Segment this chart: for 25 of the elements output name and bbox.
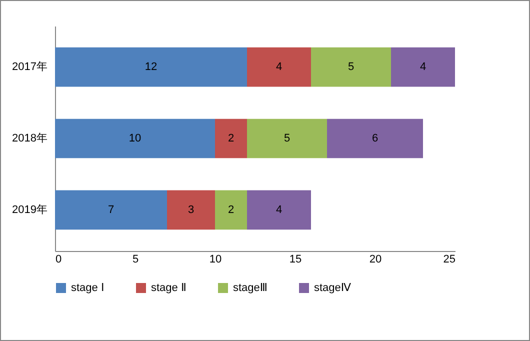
legend-label: stage Ⅱ (151, 282, 186, 294)
y-tick-label: 2018年 (12, 132, 48, 144)
data-label: 10 (128, 132, 142, 144)
data-label: 5 (284, 132, 290, 144)
legend-label: stage Ⅰ (71, 282, 104, 294)
data-label: 7 (108, 204, 114, 216)
data-label: 2 (228, 132, 234, 144)
x-tick-label: 25 (443, 254, 456, 266)
data-label: 2 (228, 204, 234, 216)
data-label: 4 (276, 61, 282, 74)
data-label: 4 (276, 204, 282, 216)
x-tick-label: 15 (289, 254, 302, 266)
legend-label: stageⅢ (233, 282, 268, 294)
x-tick-label: 10 (209, 254, 222, 266)
y-tick-label: 2019年 (12, 204, 48, 216)
x-tick-label: 5 (132, 254, 139, 266)
x-tick-label: 20 (369, 254, 382, 266)
data-label: 6 (372, 132, 378, 144)
y-tick-label: 2017年 (12, 61, 48, 74)
legend-label: stageⅣ (314, 282, 352, 294)
data-label: 4 (420, 61, 426, 74)
data-label: 3 (188, 204, 194, 216)
x-tick-label: 0 (56, 254, 62, 266)
data-label: 12 (144, 61, 158, 74)
data-label: 5 (348, 61, 354, 74)
